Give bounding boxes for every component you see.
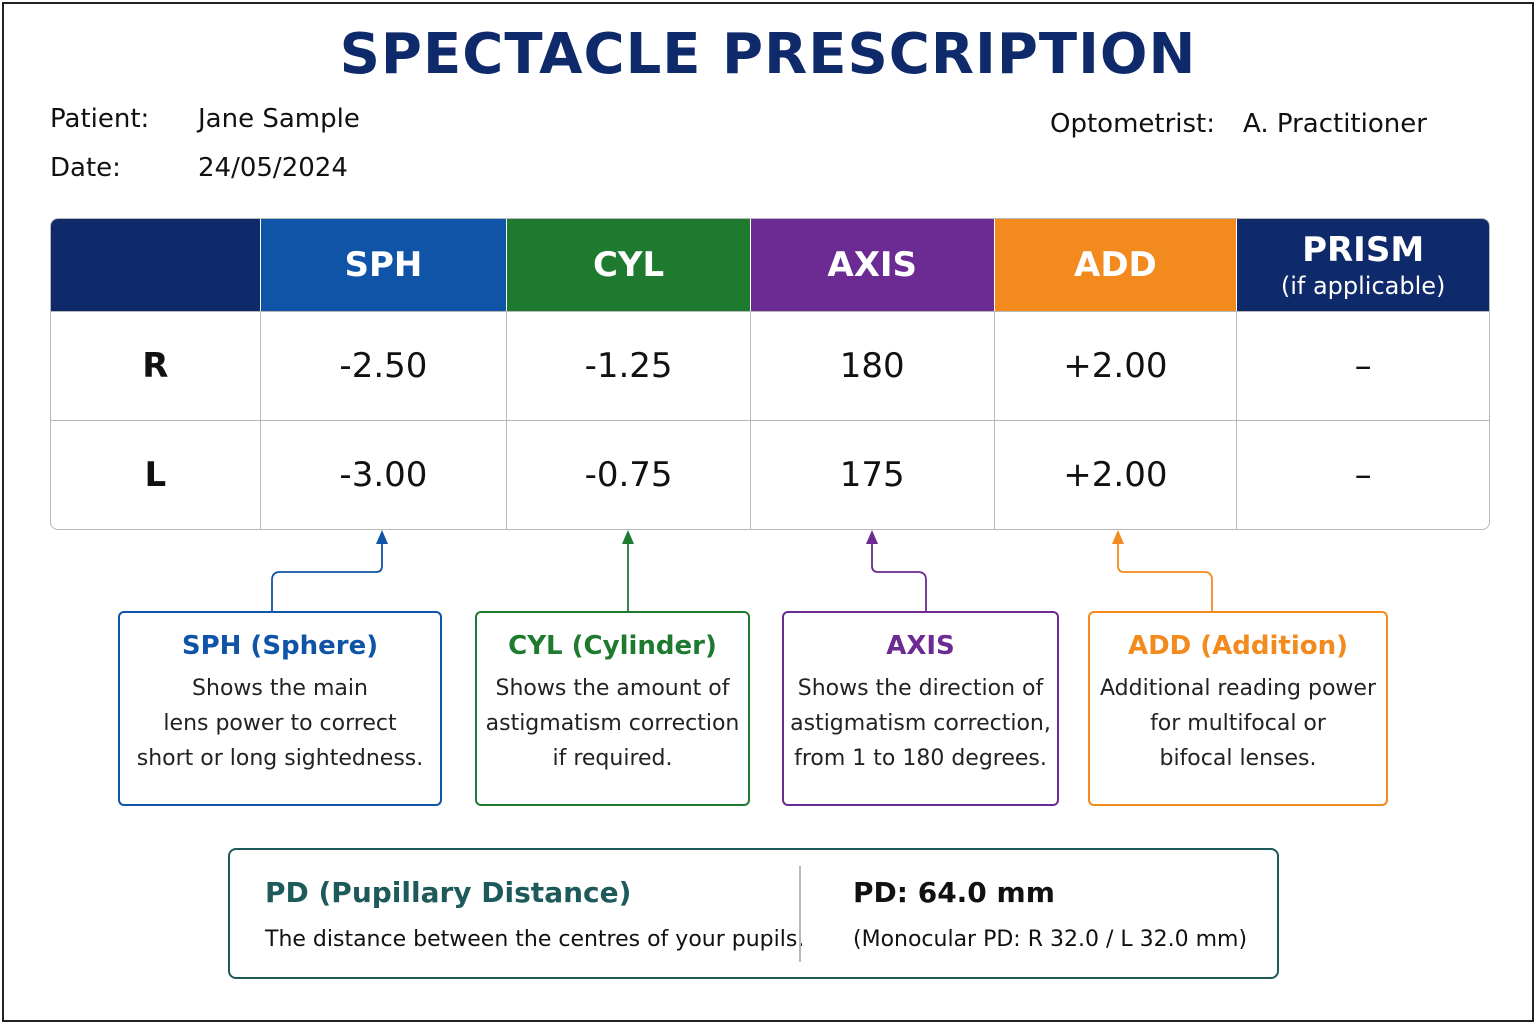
header-cyl: CYL (507, 219, 751, 311)
cyl-explanation-heading: CYL (Cylinder) (508, 631, 717, 661)
header-sph: SPH (260, 219, 508, 311)
sph-value: -3.00 (260, 420, 508, 529)
cyl-value: -0.75 (507, 420, 751, 529)
table-row: L -3.00 -0.75 175 +2.00 – (51, 420, 1489, 529)
patient-name: Jane Sample (198, 104, 360, 134)
axis-explanation-card: AXIS Shows the direction of astigmatism … (782, 611, 1059, 806)
eye-label: R (51, 311, 261, 420)
pd-value: PD: 64.0 mm (853, 876, 1055, 909)
pd-measurement: PD: 64.0 mm (Monocular PD: R 32.0 / L 32… (853, 876, 1247, 952)
optometrist-name: A. Practitioner (1243, 109, 1427, 139)
optometrist-row: Optometrist: A. Practitioner (1050, 109, 1427, 139)
add-explanation-heading: ADD (Addition) (1127, 631, 1349, 661)
axis-explanation-heading: AXIS (886, 631, 955, 661)
prism-value: – (1237, 420, 1489, 529)
sph-explanation-line: short or long sightedness. (136, 746, 424, 771)
cyl-connector (622, 530, 634, 611)
add-value: +2.00 (994, 311, 1238, 420)
axis-explanation-line: astigmatism correction, (790, 711, 1051, 736)
pd-monocular: (Monocular PD: R 32.0 / L 32.0 mm) (853, 927, 1248, 952)
prescription-table: SPH CYL AXIS ADD PRISM (if applicable) R… (50, 218, 1490, 530)
add-connector (1112, 530, 1213, 611)
add-explanation-line: for multifocal or (1150, 711, 1326, 736)
axis-value: 175 (750, 420, 995, 529)
pd-description: The distance between the centres of your… (265, 927, 805, 952)
sph-connector (271, 530, 388, 611)
header-prism-label: PRISM (1302, 230, 1425, 270)
table-header-row: SPH CYL AXIS ADD PRISM (if applicable) (51, 219, 1489, 311)
cyl-explanation-line: astigmatism correction (485, 711, 740, 736)
header-axis: AXIS (750, 219, 995, 311)
cyl-explanation-card: CYL (Cylinder) Shows the amount of astig… (475, 611, 750, 806)
add-explanation-card: ADD (Addition) Additional reading power … (1088, 611, 1388, 806)
sph-explanation-line: Shows the main (192, 676, 368, 701)
axis-explanation-line: from 1 to 180 degrees. (794, 746, 1047, 771)
pd-heading: PD (Pupillary Distance) (265, 876, 632, 909)
sph-explanation-card: SPH (Sphere) Shows the main lens power t… (118, 611, 442, 806)
sph-value: -2.50 (260, 311, 508, 420)
pd-divider (799, 866, 801, 962)
cyl-explanation-line: if required. (552, 746, 673, 771)
pd-panel: PD (Pupillary Distance) The distance bet… (228, 848, 1279, 979)
header-prism-sub: (if applicable) (1280, 272, 1446, 300)
sph-explanation-line: lens power to correct (163, 711, 397, 736)
sph-explanation-heading: SPH (Sphere) (181, 631, 379, 661)
header-eye (51, 219, 261, 311)
patient-row: Patient: Jane Sample (50, 104, 360, 134)
page-title: SPECTACLE PRESCRIPTION (339, 22, 1197, 87)
date-value: 24/05/2024 (198, 153, 348, 183)
pd-definition: PD (Pupillary Distance) The distance bet… (265, 876, 804, 952)
table-row: R -2.50 -1.25 180 +2.00 – (51, 311, 1489, 420)
cyl-explanation-line: Shows the amount of (495, 676, 730, 701)
header-add: ADD (994, 219, 1238, 311)
axis-value: 180 (750, 311, 995, 420)
add-explanation-line: bifocal lenses. (1159, 746, 1317, 771)
axis-connector (866, 530, 927, 611)
patient-label: Patient: (50, 104, 150, 134)
axis-explanation-line: Shows the direction of (797, 676, 1044, 701)
prism-value: – (1237, 311, 1489, 420)
cyl-value: -1.25 (507, 311, 751, 420)
add-value: +2.00 (994, 420, 1238, 529)
optometrist-label: Optometrist: (1050, 109, 1216, 139)
add-explanation-line: Additional reading power (1100, 676, 1376, 701)
header-prism: PRISM (if applicable) (1237, 219, 1489, 311)
date-row: Date: 24/05/2024 (50, 153, 348, 183)
eye-label: L (51, 420, 261, 529)
date-label: Date: (50, 153, 121, 183)
